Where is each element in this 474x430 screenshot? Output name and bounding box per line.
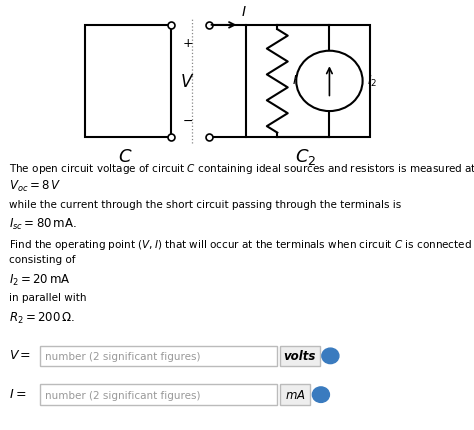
FancyBboxPatch shape — [280, 384, 310, 405]
Text: $I_{sc} = 80\,\mathrm{mA}.$: $I_{sc} = 80\,\mathrm{mA}.$ — [9, 216, 77, 231]
Circle shape — [322, 348, 339, 364]
Text: number (2 significant figures): number (2 significant figures) — [45, 390, 201, 400]
Text: $R_2$: $R_2$ — [292, 74, 307, 89]
Bar — [85, 26, 171, 138]
Text: $\mathit{C}$: $\mathit{C}$ — [118, 148, 133, 166]
Text: $I=$: $I=$ — [9, 387, 27, 400]
Text: consisting of: consisting of — [9, 255, 76, 265]
Text: Find the operating point $(V, I)$ that will occur at the terminals when circuit : Find the operating point $(V, I)$ that w… — [9, 237, 474, 251]
Text: number (2 significant figures): number (2 significant figures) — [45, 351, 201, 361]
Text: $C_2$: $C_2$ — [295, 147, 316, 167]
Text: $I_2 = 20\,\mathrm{mA}$: $I_2 = 20\,\mathrm{mA}$ — [9, 272, 71, 287]
Text: $I_2$: $I_2$ — [367, 74, 378, 89]
Text: $-$: $-$ — [182, 114, 193, 127]
Text: ?: ? — [328, 351, 333, 361]
Text: $V=$: $V=$ — [9, 348, 32, 361]
Text: $V_{oc} = 8\,V$: $V_{oc} = 8\,V$ — [9, 178, 62, 194]
Text: in parallel with: in parallel with — [9, 292, 87, 303]
Text: $V$: $V$ — [180, 73, 194, 91]
FancyBboxPatch shape — [40, 346, 277, 366]
Text: The open circuit voltage of circuit $\mathit{C}$ containing ideal sources and re: The open circuit voltage of circuit $\ma… — [9, 162, 474, 175]
Text: $R_2 = 200\,\Omega.$: $R_2 = 200\,\Omega.$ — [9, 310, 75, 325]
FancyBboxPatch shape — [40, 384, 277, 405]
Text: ?: ? — [318, 390, 324, 400]
Text: volts: volts — [283, 350, 316, 362]
Text: $mA$: $mA$ — [285, 388, 305, 401]
Text: $I$: $I$ — [241, 6, 246, 19]
FancyBboxPatch shape — [280, 346, 320, 366]
Circle shape — [296, 52, 363, 112]
Circle shape — [312, 387, 329, 402]
Text: while the current through the short circuit passing through the terminals is: while the current through the short circ… — [9, 200, 402, 210]
Text: $+$: $+$ — [182, 37, 193, 49]
Bar — [246, 26, 370, 138]
